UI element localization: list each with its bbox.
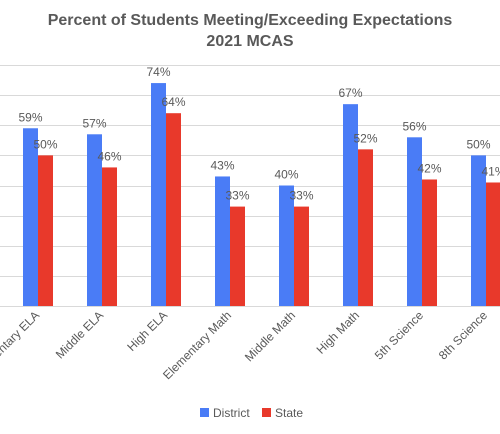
data-label-state: 64% (161, 95, 185, 109)
gridlines (0, 65, 500, 307)
x-tick-label: Elementary Math (160, 308, 234, 382)
data-label-district: 74% (146, 65, 170, 79)
x-axis-tick-labels: Elementary ELA Middle ELA High ELAElementa… (0, 308, 490, 382)
bar-district (215, 176, 230, 306)
bar-district (151, 83, 166, 306)
bar-state (166, 113, 181, 306)
data-label-state: 42% (417, 161, 441, 175)
data-label-district: 56% (402, 119, 426, 133)
data-label-state: 52% (353, 131, 377, 145)
data-label-district: 40% (274, 168, 298, 182)
bars (23, 83, 500, 306)
legend-swatch-district (200, 408, 209, 417)
legend-swatch-state (262, 408, 271, 417)
legend-label-state: State (275, 406, 303, 420)
bar-district (23, 128, 38, 306)
bar-state (38, 155, 53, 306)
x-tick-label: High Math (314, 308, 363, 357)
data-label-district: 57% (82, 116, 106, 130)
bar-state (422, 179, 437, 306)
legend-label-district: District (213, 406, 250, 420)
data-labels: 59% 50% 57% 46% 74% 64% 43% 33% 40% 33% 67% 52% 56% 4… (18, 65, 500, 203)
bar-state (230, 206, 245, 306)
bar-state (358, 149, 373, 306)
x-tick-label: 8th Science (436, 308, 490, 362)
legend: District State (200, 406, 303, 420)
data-label-state: 33% (225, 189, 249, 203)
bar-state (486, 182, 500, 306)
bar-district (343, 104, 358, 306)
x-tick-label: Middle Math (242, 308, 298, 364)
chart-title: Percent of Students Meeting/Exceeding Ex… (48, 12, 453, 29)
bar-district (87, 134, 102, 306)
data-label-district: 59% (18, 110, 42, 124)
data-label-district: 43% (210, 158, 234, 172)
chart-subtitle: 2021 MCAS (206, 33, 293, 50)
x-tick-label: Elementary ELA (0, 308, 42, 379)
bar-district (407, 137, 422, 306)
x-tick-label: 5th Science (372, 308, 426, 362)
x-tick-label: Middle ELA (53, 308, 106, 361)
x-tick-label: High ELA (124, 308, 170, 354)
data-label-state: 33% (289, 189, 313, 203)
data-label-district: 50% (466, 137, 490, 151)
bar-state (102, 167, 117, 306)
bar-district (279, 185, 294, 306)
data-label-district: 67% (338, 86, 362, 100)
data-label-state: 50% (33, 137, 57, 151)
data-label-state: 41% (481, 164, 500, 178)
bar-district (471, 155, 486, 306)
bar-state (294, 206, 309, 306)
data-label-state: 46% (97, 149, 121, 163)
